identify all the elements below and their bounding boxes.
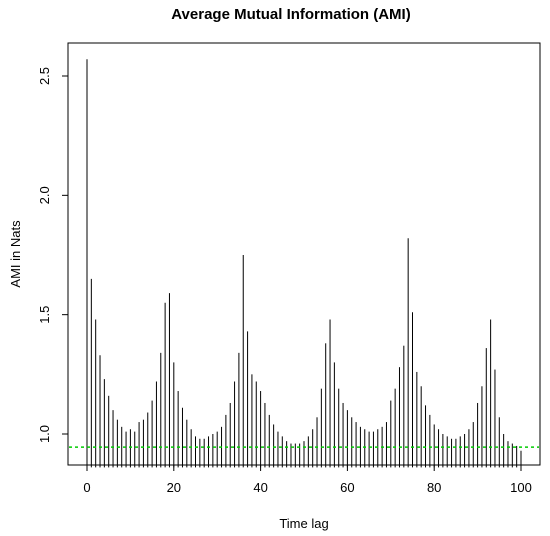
plot-frame <box>67 42 541 466</box>
x-axis-label: Time lag <box>279 516 328 531</box>
x-axis: 0 20 40 60 80 100 <box>83 465 532 495</box>
x-tick-label-20: 20 <box>167 480 181 495</box>
y-tick-label-1.5: 1.5 <box>37 306 52 324</box>
x-tick-label-80: 80 <box>427 480 441 495</box>
y-tick-label-2: 2.0 <box>37 186 52 204</box>
chart-title: Average Mutual Information (AMI) <box>171 6 410 23</box>
y-tick-label-2.5: 2.5 <box>37 67 52 85</box>
x-tick-label-0: 0 <box>83 480 90 495</box>
y-axis-label: AMI in Nats <box>8 220 23 288</box>
x-tick-label-40: 40 <box>253 480 267 495</box>
bars-group <box>86 59 522 468</box>
x-tick-label-100: 100 <box>510 480 532 495</box>
y-axis: 1.0 1.5 2.0 2.5 <box>37 67 68 443</box>
x-tick-label-60: 60 <box>340 480 354 495</box>
y-tick-label-1: 1.0 <box>37 425 52 443</box>
